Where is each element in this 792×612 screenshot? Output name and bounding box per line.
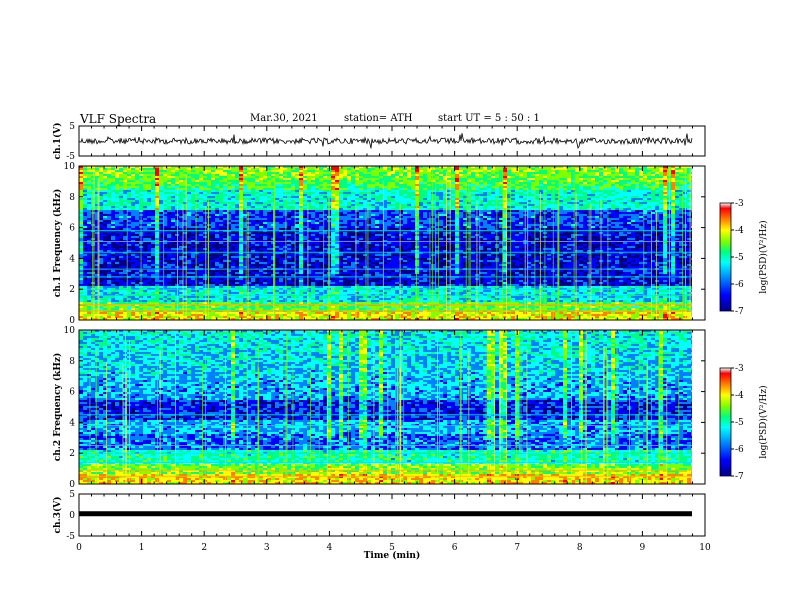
- ch1-freq-tick-label: 10: [64, 162, 76, 172]
- colorbar-tick-label: -6: [735, 445, 744, 455]
- time-axis-label: Time (min): [364, 550, 421, 561]
- ch1-waveform-trace: [78, 133, 693, 149]
- ch1-ytick-label: -5: [66, 152, 75, 162]
- start-time-label: start UT = 5 : 50 : 1: [438, 113, 540, 124]
- colorbar-tick-label: -4: [735, 226, 744, 236]
- colorbar-tick-label: -7: [735, 307, 744, 317]
- ch3-waveform-trace: [79, 511, 692, 517]
- ch2-spectrogram: [79, 330, 705, 484]
- ch2-freq-tick-label: 2: [69, 449, 75, 459]
- time-tick-label: 7: [514, 543, 520, 553]
- time-tick-label: 2: [201, 543, 207, 553]
- colorbar-label: log(PSD)(V²/Hz): [758, 385, 769, 458]
- date-label: Mar.30, 2021: [250, 113, 318, 124]
- ch3-ytick-label: 0: [69, 511, 75, 521]
- ch3-waveform-ylabel: ch.3(V): [52, 497, 63, 534]
- colorbar-tick-label: -5: [735, 418, 744, 428]
- colorbar-tick-label: -7: [735, 472, 744, 482]
- ch2-spectrogram-ylabel: ch.2 Frequency (kHz): [52, 353, 63, 462]
- ch1-freq-tick-label: 2: [69, 285, 75, 295]
- time-tick-label: 3: [264, 543, 270, 553]
- ch1-colorbar: [719, 202, 732, 312]
- time-tick-label: 0: [76, 543, 82, 553]
- colorbar-tick-label: -4: [735, 391, 744, 401]
- ch1-freq-tick-label: 4: [69, 254, 75, 264]
- ch2-freq-tick-label: 6: [69, 388, 75, 398]
- colorbar-tick-label: -3: [735, 364, 744, 374]
- time-tick-label: 8: [577, 543, 583, 553]
- colorbar-tick-label: -6: [735, 280, 744, 290]
- time-tick-label: 6: [452, 543, 458, 553]
- time-tick-label: 5: [389, 543, 395, 553]
- station-label: station= ATH: [344, 113, 412, 124]
- ch2-freq-tick-label: 8: [69, 357, 75, 367]
- ch1-freq-tick-label: 8: [69, 193, 75, 203]
- ch2-freq-tick-label: 10: [64, 326, 76, 336]
- colorbar-label: log(PSD)(V²/Hz): [758, 220, 769, 293]
- ch1-waveform-ylabel: ch.1(V): [52, 123, 63, 160]
- ch1-spectrogram: [79, 166, 705, 320]
- time-tick-label: 4: [327, 543, 333, 553]
- ch2-colorbar: [719, 367, 732, 477]
- ch3-ytick-label: 5: [69, 490, 75, 500]
- ch1-ytick-label: 5: [69, 122, 75, 132]
- ch2-freq-tick-label: 0: [69, 480, 75, 490]
- ch1-spectrogram-ylabel: ch.1 Frequency (kHz): [52, 189, 63, 298]
- ch3-ytick-label: -5: [66, 532, 75, 542]
- chart-title: VLF Spectra: [80, 112, 156, 126]
- ch1-freq-tick-label: 6: [69, 224, 75, 234]
- ch2-freq-tick-label: 4: [69, 418, 75, 428]
- time-tick-label: 10: [699, 543, 711, 553]
- colorbar-tick-label: -5: [735, 253, 744, 263]
- time-tick-label: 1: [139, 543, 145, 553]
- colorbar-tick-label: -3: [735, 199, 744, 209]
- ch1-freq-tick-label: 0: [69, 316, 75, 326]
- time-tick-label: 9: [640, 543, 646, 553]
